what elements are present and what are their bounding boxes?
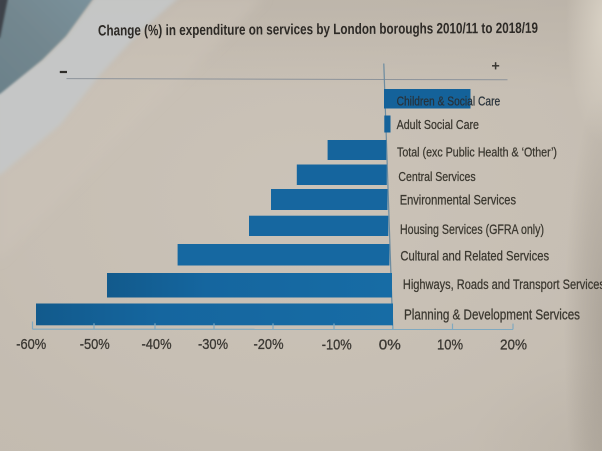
svg-text:Highways, Roads and Transport: Highways, Roads and Transport Services	[403, 277, 602, 293]
svg-text:Environmental Services: Environmental Services	[400, 193, 517, 208]
svg-text:-60%: -60%	[16, 337, 46, 353]
svg-text:Adult Social Care: Adult Social Care	[397, 117, 479, 132]
svg-text:Housing Services (GFRA only): Housing Services (GFRA only)	[400, 222, 544, 237]
svg-text:Total (exc Public Health & ‘Ot: Total (exc Public Health & ‘Other’)	[397, 145, 557, 160]
svg-text:-10%: -10%	[322, 337, 352, 353]
svg-text:-50%: -50%	[80, 337, 110, 353]
svg-text:-20%: -20%	[254, 337, 284, 353]
svg-text:-40%: -40%	[142, 337, 172, 353]
svg-text:Planning & Development Service: Planning & Development Services	[404, 307, 580, 323]
svg-text:Change (%) in expenditure on s: Change (%) in expenditure on services by…	[98, 20, 538, 40]
svg-text:10%: 10%	[437, 337, 463, 353]
svg-text:0%: 0%	[379, 337, 401, 353]
svg-text:Cultural and Related Services: Cultural and Related Services	[400, 248, 549, 264]
svg-text:20%: 20%	[500, 338, 527, 354]
svg-text:Children & Social Care: Children & Social Care	[397, 94, 501, 109]
svg-text:Central Services: Central Services	[398, 169, 475, 184]
svg-text:-30%: -30%	[198, 337, 228, 353]
